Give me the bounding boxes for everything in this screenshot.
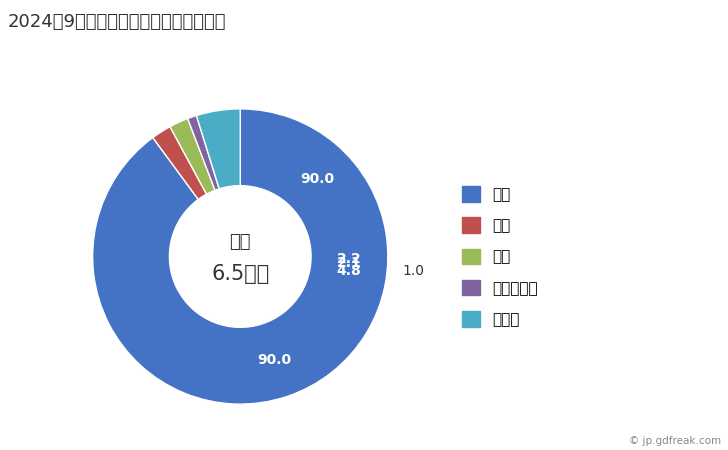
Text: 6.5億円: 6.5億円 (211, 264, 269, 284)
Text: 総額: 総額 (229, 233, 251, 251)
Wedge shape (92, 109, 388, 404)
Text: 1.0: 1.0 (403, 264, 425, 278)
Wedge shape (197, 109, 240, 189)
Wedge shape (170, 118, 215, 194)
Wedge shape (188, 116, 219, 190)
Text: 4.8: 4.8 (336, 264, 361, 278)
Text: 2.1: 2.1 (337, 256, 362, 270)
Text: 2024年9月の輸出相手国のシェア（％）: 2024年9月の輸出相手国のシェア（％） (7, 14, 226, 32)
Text: © jp.gdfreak.com: © jp.gdfreak.com (628, 436, 721, 446)
Text: 2.2: 2.2 (337, 252, 362, 266)
Text: 90.0: 90.0 (301, 172, 335, 186)
Legend: 中国, 米国, 台湾, フィリピン, その他: 中国, 米国, 台湾, フィリピン, その他 (462, 186, 538, 327)
Text: 90.0: 90.0 (257, 353, 291, 367)
Wedge shape (153, 127, 207, 199)
